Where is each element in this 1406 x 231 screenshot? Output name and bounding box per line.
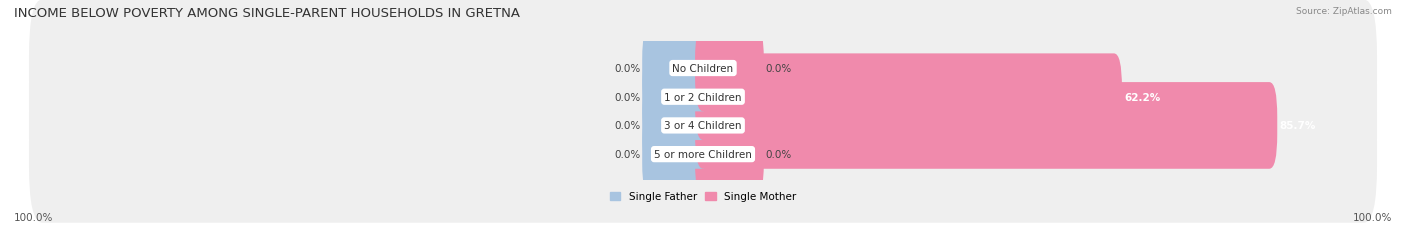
Text: 0.0%: 0.0%: [614, 149, 640, 159]
Text: Source: ZipAtlas.com: Source: ZipAtlas.com: [1296, 7, 1392, 16]
FancyBboxPatch shape: [30, 86, 1376, 223]
Text: 0.0%: 0.0%: [614, 121, 640, 131]
FancyBboxPatch shape: [695, 111, 763, 198]
Text: 5 or more Children: 5 or more Children: [654, 149, 752, 159]
FancyBboxPatch shape: [643, 83, 711, 169]
Text: 0.0%: 0.0%: [766, 149, 792, 159]
Text: No Children: No Children: [672, 64, 734, 74]
FancyBboxPatch shape: [695, 26, 763, 112]
Legend: Single Father, Single Mother: Single Father, Single Mother: [606, 187, 800, 206]
Text: 85.7%: 85.7%: [1279, 121, 1316, 131]
Text: 0.0%: 0.0%: [766, 64, 792, 74]
FancyBboxPatch shape: [643, 111, 711, 198]
Text: 3 or 4 Children: 3 or 4 Children: [664, 121, 742, 131]
FancyBboxPatch shape: [695, 54, 1122, 140]
Text: 0.0%: 0.0%: [614, 92, 640, 102]
Text: 62.2%: 62.2%: [1123, 92, 1160, 102]
Text: 0.0%: 0.0%: [614, 64, 640, 74]
Text: 100.0%: 100.0%: [14, 212, 53, 222]
Text: INCOME BELOW POVERTY AMONG SINGLE-PARENT HOUSEHOLDS IN GRETNA: INCOME BELOW POVERTY AMONG SINGLE-PARENT…: [14, 7, 520, 20]
FancyBboxPatch shape: [643, 54, 711, 140]
FancyBboxPatch shape: [30, 0, 1376, 137]
FancyBboxPatch shape: [30, 58, 1376, 194]
FancyBboxPatch shape: [30, 29, 1376, 166]
Text: 100.0%: 100.0%: [1353, 212, 1392, 222]
Text: 1 or 2 Children: 1 or 2 Children: [664, 92, 742, 102]
FancyBboxPatch shape: [695, 83, 1277, 169]
FancyBboxPatch shape: [643, 26, 711, 112]
